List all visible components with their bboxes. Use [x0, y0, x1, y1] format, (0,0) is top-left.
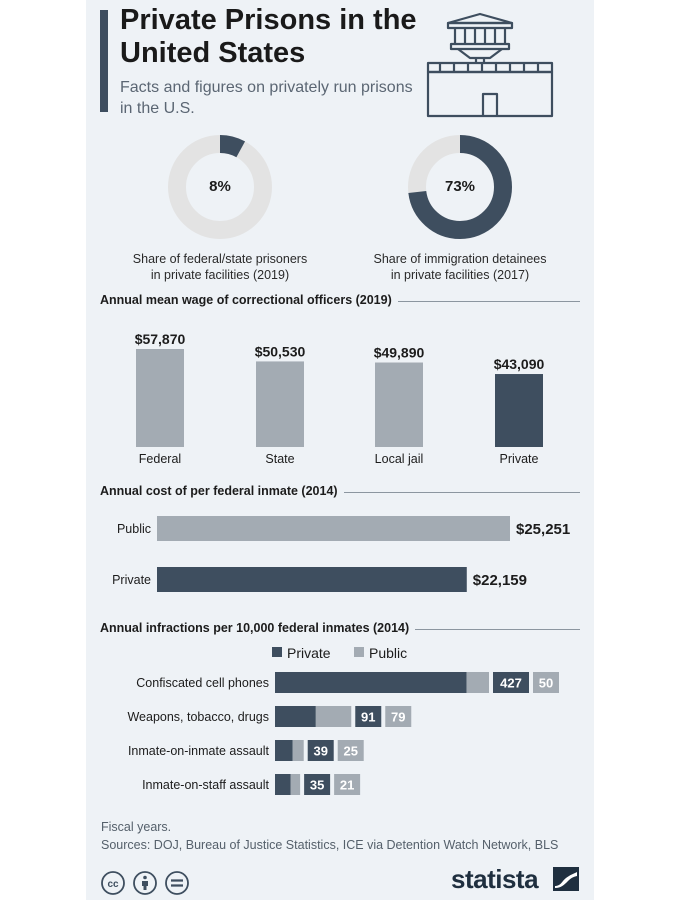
cost-value-label-0: $25,251 — [516, 521, 570, 538]
infraction-bar-private-3 — [275, 774, 291, 795]
donut-arc-immigration — [408, 135, 512, 239]
infraction-value-private-3: 35 — [310, 778, 324, 793]
section-title-wages: Annual mean wage of correctional officer… — [100, 293, 398, 307]
infraction-bar-private-0 — [275, 672, 467, 693]
donut-arc-federal-state — [168, 135, 272, 239]
infraction-badge-private-1 — [355, 706, 382, 727]
page-title: Private Prisons in the United States — [120, 4, 417, 69]
wage-bar-1 — [256, 361, 304, 447]
infraction-badge-public-0 — [533, 672, 559, 693]
section-title-cost: Annual cost of per federal inmate (2014) — [100, 484, 344, 498]
infraction-category-label-0: Confiscated cell phones — [136, 676, 269, 690]
infraction-value-public-0: 50 — [539, 676, 553, 691]
infraction-category-label-3: Inmate-on-staff assault — [142, 778, 269, 792]
infraction-value-public-3: 21 — [340, 778, 354, 793]
infraction-value-private-0: 427 — [500, 676, 522, 691]
cost-value-label-1: $22,159 — [473, 572, 527, 589]
sources-text: Sources: DOJ, Bureau of Justice Statisti… — [101, 838, 559, 852]
cc-icon: cc — [101, 871, 125, 895]
infraction-badge-private-0 — [493, 672, 529, 693]
legend-swatch-private — [272, 647, 282, 657]
wage-value-label-3: $43,090 — [494, 356, 545, 372]
wage-value-label-1: $50,530 — [255, 343, 306, 359]
wage-category-label-3: Private — [500, 452, 539, 466]
infraction-bar-private-1 — [275, 706, 316, 727]
donut-chart-immigration — [408, 135, 512, 239]
infraction-badge-public-1 — [385, 706, 412, 727]
license-icons[interactable]: cc — [101, 870, 191, 896]
svg-text:cc: cc — [107, 879, 119, 890]
by-icon — [133, 871, 157, 895]
donut-federal-state: 8% — [165, 132, 275, 247]
infraction-bar-public-0 — [466, 672, 489, 693]
wage-category-label-1: State — [265, 452, 294, 466]
legend-swatch-public — [354, 647, 364, 657]
donut-value-federal-state: 8% — [209, 178, 231, 195]
wage-value-label-2: $49,890 — [374, 345, 425, 361]
cost-bar-0 — [157, 516, 510, 541]
infraction-value-public-2: 25 — [343, 744, 357, 759]
wage-category-label-0: Federal — [139, 452, 181, 466]
legend-label-public: Public — [369, 645, 407, 661]
wage-category-label-2: Local jail — [375, 452, 424, 466]
infraction-category-label-1: Weapons, tobacco, drugs — [127, 710, 269, 724]
page-subtitle: Facts and figures on privately run priso… — [120, 79, 413, 117]
nd-icon — [165, 871, 189, 895]
infraction-badge-private-3 — [304, 774, 331, 795]
infraction-bar-private-2 — [275, 740, 293, 761]
prison-building-icon — [426, 12, 554, 118]
wage-bar-2 — [375, 362, 423, 447]
donut-immigration: 73% — [405, 132, 515, 247]
cost-bar-1 — [157, 567, 467, 592]
section-title-infractions: Annual infractions per 10,000 federal in… — [100, 621, 416, 635]
legend-label-private: Private — [287, 645, 331, 661]
title-accent-bar — [100, 10, 108, 112]
cost-category-label-0: Public — [117, 522, 151, 536]
footnote: Fiscal years. — [101, 820, 172, 834]
wage-bar-0 — [136, 349, 184, 447]
infraction-bar-public-3 — [290, 774, 301, 795]
infraction-badge-public-3 — [334, 774, 361, 795]
donut-value-immigration: 73% — [444, 178, 476, 195]
donut-caption-federal-state: Share of federal/state prisoners in priv… — [132, 252, 308, 282]
infraction-bar-public-2 — [292, 740, 304, 761]
infraction-value-private-2: 39 — [313, 744, 327, 759]
cost-category-label-1: Private — [112, 573, 151, 587]
donut-chart-federal-state — [168, 135, 272, 239]
infraction-bar-public-1 — [315, 706, 352, 727]
wage-value-label-0: $57,870 — [135, 331, 186, 347]
infraction-value-public-1: 79 — [391, 710, 405, 725]
infraction-badge-private-2 — [307, 740, 334, 761]
statista-logo[interactable]: statista — [451, 864, 539, 894]
infraction-category-label-2: Inmate-on-inmate assault — [128, 744, 270, 758]
infraction-badge-public-2 — [337, 740, 364, 761]
infraction-value-private-1: 91 — [361, 710, 375, 725]
statista-logo-icon — [553, 867, 579, 891]
donut-caption-immigration: Share of immigration detainees in privat… — [373, 252, 547, 282]
wage-bar-3 — [495, 374, 543, 447]
